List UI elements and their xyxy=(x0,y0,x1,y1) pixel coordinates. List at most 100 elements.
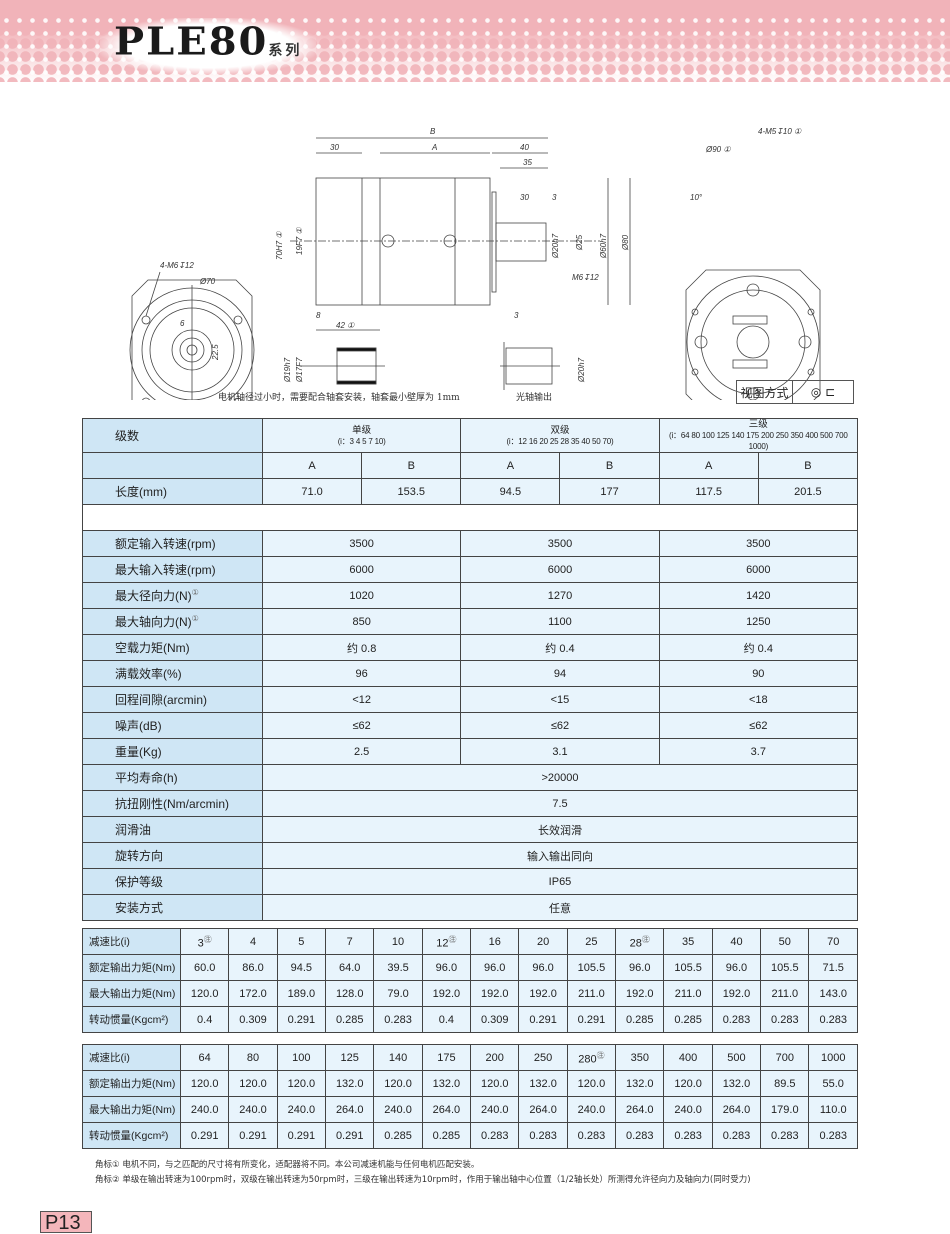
spacer-row xyxy=(82,504,858,531)
ratio-value: 240.0 xyxy=(228,1096,278,1123)
ratio-value: 96.0 xyxy=(615,954,665,981)
dimension-header: B xyxy=(559,452,660,479)
dim-a: A xyxy=(431,143,437,152)
ratio-value: 0.291 xyxy=(179,1122,230,1149)
ratio-label: 最大输出力矩(Nm) xyxy=(82,980,181,1007)
ratio-value: 80 xyxy=(228,1044,278,1071)
ratio-value: 100 xyxy=(276,1044,327,1071)
note-mark-icon: ㊟ xyxy=(203,934,212,944)
ratio-value: 0.283 xyxy=(711,1006,762,1033)
footnote-2: 角标② 单级在输出转速为100rpm时，双级在输出转速为50rpm时，三级在输出… xyxy=(95,1175,751,1185)
stage-group: 单级 (i：3 4 5 7 10) xyxy=(261,418,462,453)
spec-value: 3500 xyxy=(460,530,660,557)
shaft-caption: 光轴输出 xyxy=(516,393,553,403)
ratio-value: 0.283 xyxy=(663,1122,713,1149)
spec-value: 850 xyxy=(261,608,462,635)
sleeve-caption: 电机轴径过小时，需要配合轴套安装，轴套最小壁厚为 1mm xyxy=(218,393,460,403)
spec-value: 3.7 xyxy=(658,738,859,765)
ratio-value: 0.283 xyxy=(566,1122,617,1149)
ratio-value: 0.283 xyxy=(615,1122,665,1149)
ratio-value: 264.0 xyxy=(711,1096,762,1123)
ratio-value: 105.5 xyxy=(760,954,810,981)
ratio-value: 79.0 xyxy=(373,980,423,1007)
spec-row: 润滑油 长效润滑 xyxy=(82,816,858,843)
length-value: 117.5 xyxy=(658,478,759,505)
ratio-value: 55.0 xyxy=(808,1070,858,1097)
ratio-value: 172.0 xyxy=(228,980,278,1007)
ratio-value: 7 xyxy=(325,928,375,955)
ratio-value: 192.0 xyxy=(711,980,762,1007)
ratio-value: 264.0 xyxy=(325,1096,375,1123)
ratio-value: 0.291 xyxy=(325,1122,375,1149)
spec-value: 90 xyxy=(658,660,859,687)
ratio-value: 143.0 xyxy=(808,980,858,1007)
dim-19f7: 19F7 ① xyxy=(295,227,304,255)
spec-value: 1250 xyxy=(658,608,859,635)
spec-label: 满载效率(%) xyxy=(82,660,263,687)
spec-row: 平均寿命(h) >20000 xyxy=(82,764,858,791)
ratio-value: 120.0 xyxy=(566,1070,617,1097)
ratio-value: 105.5 xyxy=(566,954,617,981)
dimension-header: B xyxy=(757,452,859,479)
spec-row: 抗扭刚性(Nm/arcmin) 7.5 xyxy=(82,790,858,817)
ratio-value: 0.285 xyxy=(373,1122,423,1149)
ratio-value: 0.291 xyxy=(566,1006,617,1033)
spec-value: 1020 xyxy=(261,582,462,609)
ratio-value: 700 xyxy=(760,1044,810,1071)
dim-8: 8 xyxy=(316,311,321,320)
ratio-value: 94.5 xyxy=(276,954,327,981)
length-label: 长度(mm) xyxy=(82,478,263,505)
ratio-value: 64.0 xyxy=(325,954,375,981)
dia-label: Ø70 xyxy=(199,277,216,286)
holes-label: 4-M6↧12 xyxy=(160,261,194,270)
dimension-header: A xyxy=(261,452,363,479)
spec-label: 平均寿命(h) xyxy=(82,764,263,791)
ratio-value: 10 xyxy=(373,928,423,955)
footnote-marker: ① xyxy=(191,614,199,623)
key-width-label: 6 xyxy=(180,319,185,328)
spec-row: 重量(Kg) 2.5 3.1 3.7 xyxy=(82,738,859,765)
spec-value: 1420 xyxy=(658,582,859,609)
ratio-value: 240.0 xyxy=(276,1096,327,1123)
ratio-value: 5 xyxy=(276,928,327,955)
spec-value: <15 xyxy=(460,686,660,713)
stage-header-row: 级数 单级 (i：3 4 5 7 10) 双级 (i：12 16 20 25 28 35… xyxy=(82,418,859,453)
spec-value: 6000 xyxy=(658,556,859,583)
footnote-1: 角标① 电机不同，与之匹配的尺寸将有所变化，适配器将不同。本公司减速机能与任何电… xyxy=(95,1160,480,1170)
dim-40: 40 xyxy=(520,143,529,152)
ratio-value: 500 xyxy=(711,1044,762,1071)
ratio-value: 60.0 xyxy=(179,954,230,981)
ratio-label: 转动惯量(Kgcm²) xyxy=(82,1122,181,1149)
plain-shaft-drawing: Ø20h7 xyxy=(500,342,586,390)
ratio-label: 最大输出力矩(Nm) xyxy=(82,1096,181,1123)
ratio-value: 120.0 xyxy=(663,1070,713,1097)
ratio-value: 0.283 xyxy=(518,1122,568,1149)
dimension-header: A xyxy=(658,452,759,479)
ratio-value: 70 xyxy=(808,928,858,955)
ratio-row: 减速比(i) 64 80 100 125 140 175 200 250 280㊟ 350 400 50… xyxy=(82,1044,858,1071)
spec-value: 3500 xyxy=(658,530,859,557)
ratio-value: 120.0 xyxy=(179,1070,230,1097)
dim-60h7: Ø60h7 xyxy=(599,233,608,259)
spec-row: 最大输入转速(rpm) 6000 6000 6000 xyxy=(82,556,859,583)
ratio-value: 0.4 xyxy=(179,1006,230,1033)
ratio-value: 120.0 xyxy=(276,1070,327,1097)
spec-row: 空载力矩(Nm) 约 0.8 约 0.4 约 0.4 xyxy=(82,634,859,661)
spec-value: 1100 xyxy=(460,608,660,635)
table-cell xyxy=(82,452,263,479)
height-label: 22.5 xyxy=(211,344,220,361)
spacer xyxy=(82,504,858,531)
spec-value: 3500 xyxy=(261,530,462,557)
note-mark-icon: ㊟ xyxy=(596,1050,605,1060)
length-value: 177 xyxy=(559,478,660,505)
ratio-value: 110.0 xyxy=(808,1096,858,1123)
dim-m6: M6↧12 xyxy=(572,273,599,282)
spec-row: 回程间隙(arcmin) <12 <15 <18 xyxy=(82,686,859,713)
spec-row: 噪声(dB) ≤62 ≤62 ≤62 xyxy=(82,712,859,739)
ratio-value: 86.0 xyxy=(228,954,278,981)
ratio-value: 211.0 xyxy=(663,980,713,1007)
spec-row: 额定输入转速(rpm) 3500 3500 3500 xyxy=(82,530,859,557)
angle-label: 10° xyxy=(690,193,703,202)
spec-value: IP65 xyxy=(262,868,858,895)
